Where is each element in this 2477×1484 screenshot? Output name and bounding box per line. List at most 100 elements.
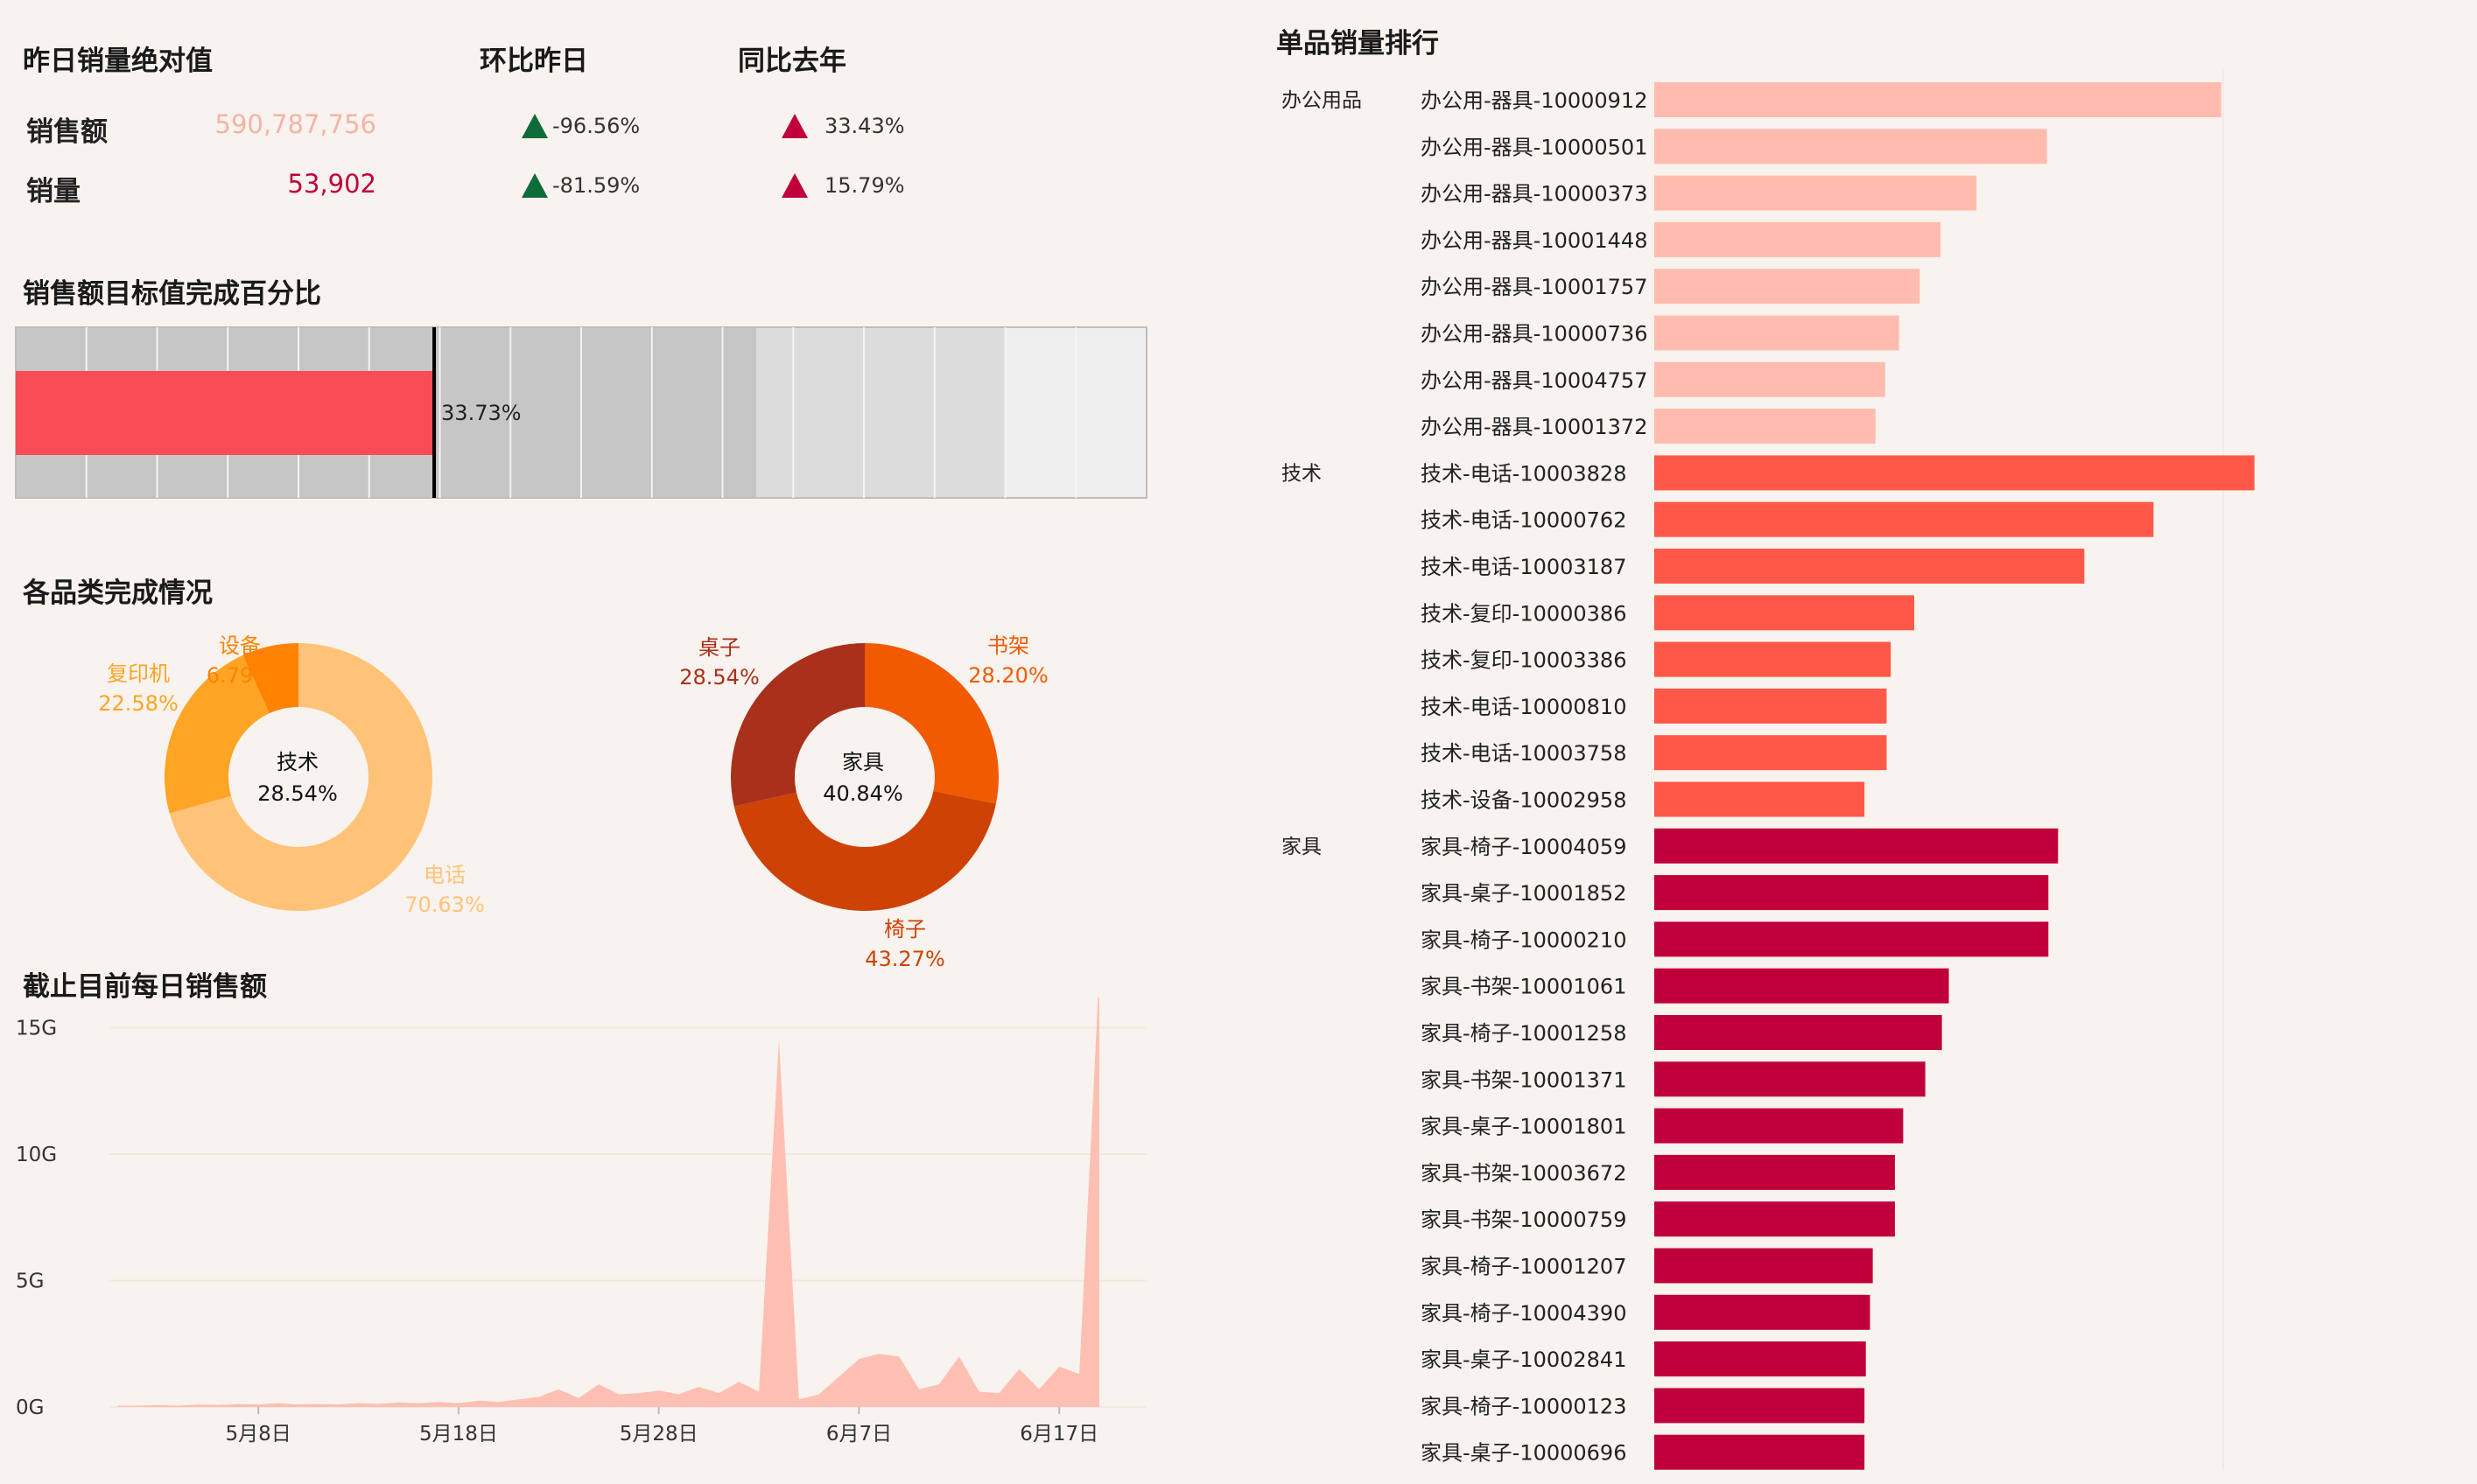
up-triangle-icon: [782, 114, 808, 138]
bar: [1654, 269, 1920, 304]
daily-area-chart: 0G 5G 10G 15G 5月8日 5月18日 5月28日 6月7日 6月17日: [16, 998, 1147, 1446]
donut-slice: [731, 643, 866, 807]
group-label: 办公用品: [1281, 89, 1362, 112]
donut-slice-label: 设备 6.79%: [206, 634, 274, 688]
donut-slice-label: 电话 70.63%: [404, 863, 485, 917]
donut-center-label: 家具: [842, 750, 884, 774]
bar-label: 办公用-器具-10000736: [1421, 322, 1647, 346]
bar: [1654, 828, 2059, 864]
donut-center-value: 40.84%: [823, 781, 903, 806]
bar-label: 技术-电话-10003828: [1421, 461, 1626, 486]
kpi-label: 销售额: [26, 116, 108, 148]
bar: [1654, 409, 1876, 444]
bar: [1654, 735, 1887, 771]
x-tick-label: 5月8日: [226, 1423, 291, 1446]
donut-slice: [733, 790, 996, 911]
bar-label: 家具-桌子-10001852: [1421, 881, 1626, 906]
ranking-bar-chart: 办公用品 办公用-器具-10000912 办公用-器具-10000501 办公用-器具…: [1281, 70, 2255, 1470]
bar-label: 家具-椅子-10000123: [1421, 1394, 1626, 1418]
bar-label: 家具-椅子-10004390: [1421, 1301, 1626, 1326]
up-triangle-icon: [782, 173, 808, 198]
donut-slice: [169, 643, 432, 911]
bar: [1654, 1341, 1866, 1377]
bar-label: 家具-椅子-10004059: [1421, 835, 1626, 859]
donut-slice-label: 书架 28.20%: [968, 634, 1049, 688]
bar-label: 技术-电话-10000762: [1421, 508, 1626, 533]
bar-label: 家具-椅子-10000210: [1421, 928, 1626, 952]
bar-label: 家具-桌子-10002841: [1421, 1348, 1626, 1372]
up-triangle-icon: [522, 173, 548, 198]
bar-label: 技术-电话-10000810: [1421, 695, 1626, 719]
kpi-value: 590,787,756: [214, 109, 377, 139]
bar: [1654, 361, 1885, 397]
bar: [1654, 688, 1887, 724]
kpi-yoy-value: 33.43%: [824, 114, 905, 138]
donut-tech-center: 技术 28.54%: [210, 746, 385, 809]
bullet-chart: 33.73%: [15, 326, 1147, 499]
bar: [1654, 1248, 1873, 1284]
bar-label: 技术-电话-10003187: [1421, 555, 1626, 579]
up-triangle-icon: [522, 114, 548, 138]
donut-slice-label: 椅子 43.27%: [865, 917, 945, 971]
target-title: 销售额目标值完成百分比: [23, 278, 321, 310]
bar-label: 家具-桌子-10000696: [1421, 1441, 1626, 1466]
kpi-yoy-value: 15.79%: [824, 173, 905, 198]
bar-label: 办公用-器具-10000501: [1421, 135, 1647, 159]
bar-label: 家具-椅子-10001258: [1421, 1021, 1626, 1046]
donut-slice-label: 复印机 22.58%: [98, 662, 179, 716]
donut-slice: [165, 654, 270, 814]
bar-label: 家具-书架-10003672: [1421, 1161, 1626, 1186]
y-tick-label: 10G: [16, 1144, 57, 1166]
kpi-label: 销量: [26, 176, 81, 207]
bar-label: 家具-桌子-10001801: [1421, 1115, 1626, 1139]
bar: [1654, 455, 2255, 491]
bar: [1654, 1434, 1865, 1470]
bar: [1654, 1294, 1870, 1330]
bar: [1654, 1108, 1904, 1144]
bar-label: 办公用-器具-10000912: [1421, 88, 1647, 113]
bar-label: 办公用-器具-10001448: [1421, 228, 1647, 253]
x-tick-label: 5月28日: [620, 1423, 698, 1446]
bar: [1654, 549, 2085, 584]
group-label: 技术: [1281, 462, 1322, 485]
bar: [1654, 221, 1941, 257]
bar: [1654, 1201, 1895, 1237]
bar: [1654, 1015, 1942, 1050]
kpi-value: 53,902: [287, 169, 376, 199]
bar: [1654, 1061, 1926, 1097]
donut-center-value: 28.54%: [257, 781, 338, 806]
x-tick-label: 5月18日: [419, 1423, 498, 1446]
bullet-value-label: 33.73%: [441, 401, 522, 425]
bar-label: 家具-书架-10001371: [1421, 1068, 1626, 1092]
bar-label: 技术-电话-10003758: [1421, 741, 1626, 766]
bar-label: 家具-书架-10001061: [1421, 975, 1626, 999]
category-title: 各品类完成情况: [23, 578, 213, 609]
donut-center-label: 技术: [277, 750, 319, 774]
y-tick-label: 0G: [16, 1396, 44, 1419]
bar: [1654, 175, 1977, 211]
donut-slice-label: 桌子 28.54%: [679, 635, 760, 690]
bar: [1654, 129, 2047, 164]
kpi-mom-value: -96.56%: [552, 114, 641, 138]
bar: [1654, 1388, 1865, 1424]
bar-label: 办公用-器具-10000373: [1421, 182, 1647, 206]
bullet-value-bar: [16, 371, 435, 455]
ranking-title: 单品销量排行: [1276, 28, 1439, 60]
bar: [1654, 921, 2049, 957]
bar-label: 家具-椅子-10001207: [1421, 1255, 1626, 1279]
donut-slice: [242, 643, 298, 714]
bar: [1654, 641, 1891, 677]
y-tick-label: 5G: [16, 1270, 44, 1292]
bar-label: 技术-复印-10003386: [1421, 648, 1626, 673]
bullet-band: [756, 327, 1006, 498]
bar-label: 技术-设备-10002958: [1421, 788, 1626, 813]
y-tick-label: 15G: [16, 1017, 57, 1040]
donut-furniture-center: 家具 40.84%: [775, 746, 951, 809]
bar-label: 技术-复印-10000386: [1421, 601, 1626, 626]
donut-slice: [865, 643, 1000, 804]
kpi-title: 昨日销量绝对值: [23, 46, 213, 77]
daily-title: 截止目前每日销售额: [23, 971, 267, 1003]
kpi-mom-title: 环比昨日: [480, 46, 588, 77]
x-tick-label: 6月17日: [1020, 1423, 1098, 1446]
kpi-mom-value: -81.59%: [552, 173, 641, 198]
